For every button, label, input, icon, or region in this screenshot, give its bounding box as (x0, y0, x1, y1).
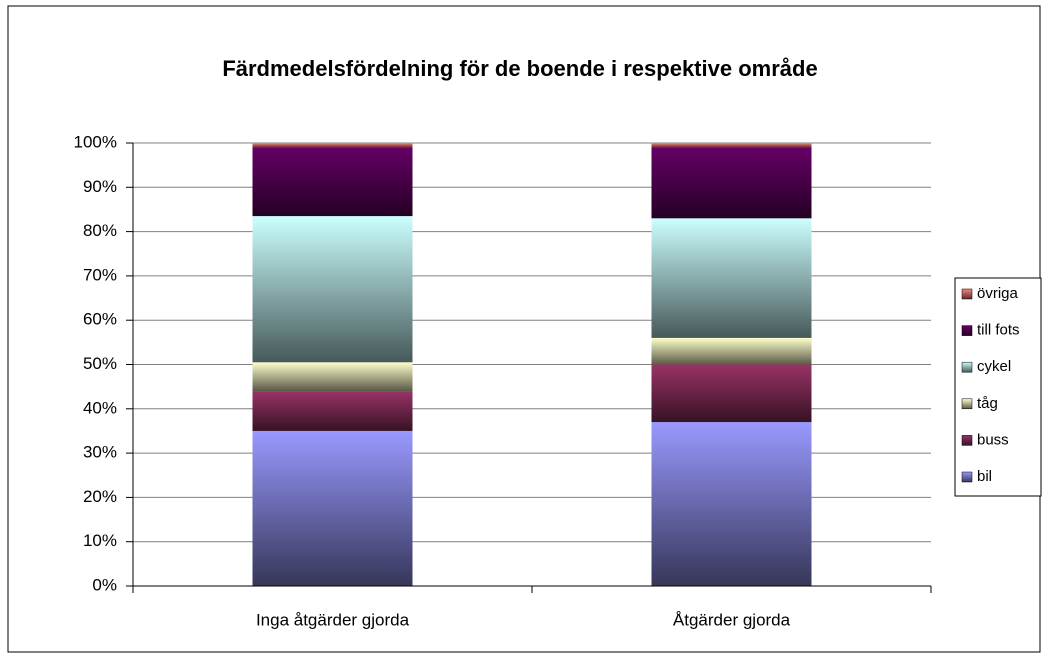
chart-title: Färdmedelsfördelning för de boende i res… (222, 56, 817, 81)
bar-segment (252, 143, 413, 148)
bar-segment (651, 364, 812, 423)
y-tick-label: 80% (83, 221, 117, 240)
bar-segment (651, 422, 812, 586)
legend-swatch (961, 325, 973, 336)
x-tick-label: Åtgärder gjorda (673, 610, 791, 629)
chart-border (7, 5, 1041, 653)
legend-label: cykel (977, 358, 1011, 375)
bar-segment (651, 143, 812, 148)
bar-segment (252, 147, 413, 217)
y-tick-label: 0% (92, 575, 117, 594)
bar-segment (252, 362, 413, 392)
legend-swatch (961, 361, 973, 373)
legend-box (954, 277, 1042, 497)
bar-segment (252, 216, 413, 363)
legend-label: till fots (977, 322, 1020, 339)
bar-segment (651, 337, 812, 365)
bar-segment (651, 147, 812, 219)
legend-label: övriga (977, 285, 1019, 302)
x-tick-label: Inga åtgärder gjorda (256, 610, 410, 629)
y-tick-label: 100% (74, 132, 117, 151)
legend-label: tåg (977, 395, 998, 412)
legend-swatch (961, 471, 973, 483)
y-tick-label: 10% (83, 531, 117, 550)
legend-label: bil (977, 468, 992, 485)
y-tick-label: 60% (83, 310, 117, 329)
legend-label: buss (977, 431, 1009, 448)
legend-swatch (961, 398, 973, 410)
y-tick-label: 90% (83, 177, 117, 196)
bar-segment (252, 430, 413, 586)
y-tick-label: 30% (83, 443, 117, 462)
legend-swatch (961, 288, 973, 300)
bar-segment (252, 391, 413, 431)
bar-segment (651, 218, 812, 338)
legend-swatch (961, 435, 973, 446)
y-tick-label: 70% (83, 265, 117, 284)
y-tick-label: 40% (83, 398, 117, 417)
y-tick-label: 50% (83, 354, 117, 373)
y-tick-label: 20% (83, 487, 117, 506)
